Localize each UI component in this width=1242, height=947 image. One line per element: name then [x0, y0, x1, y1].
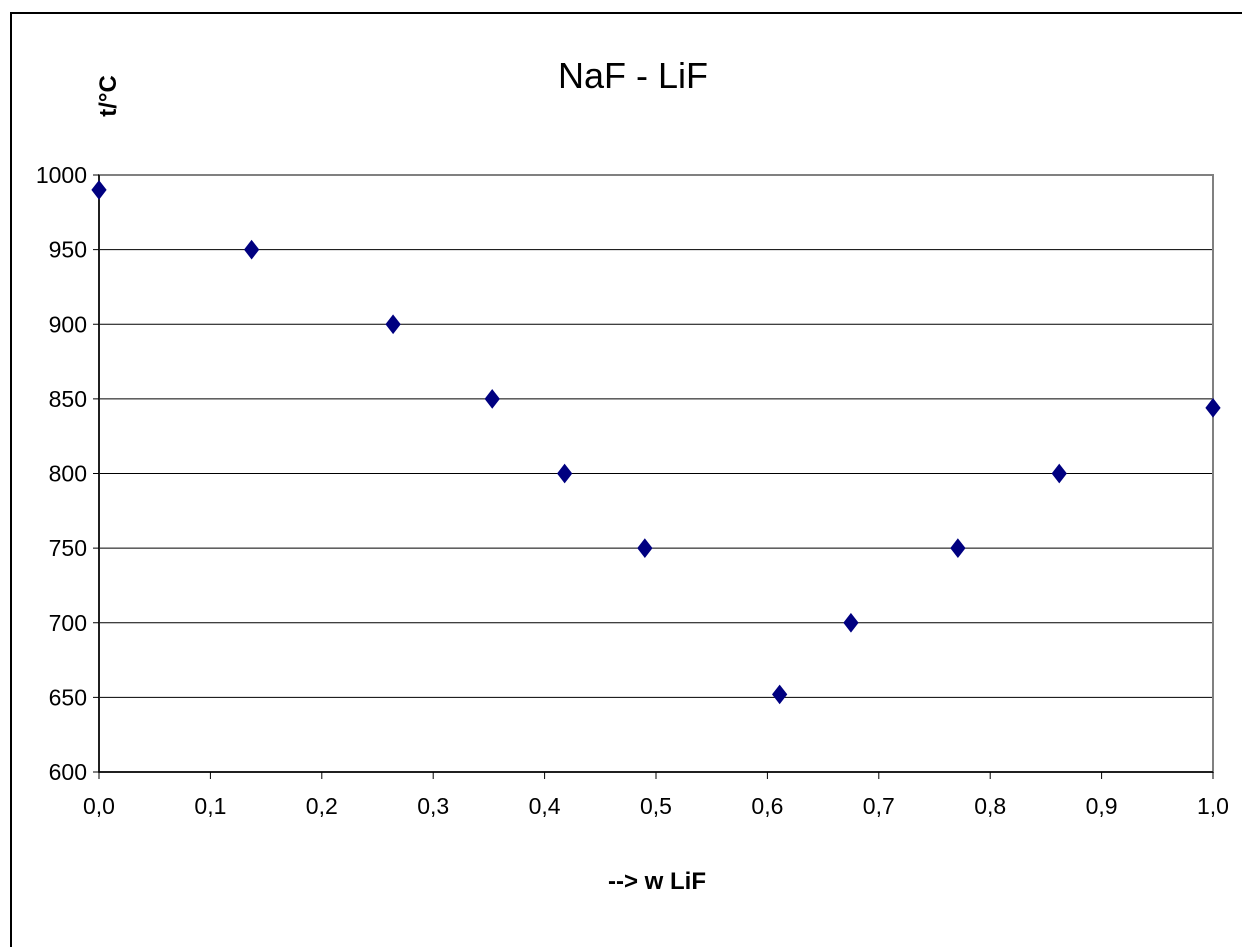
x-tick-label: 0,6 — [751, 793, 783, 819]
y-tick-label: 700 — [49, 610, 87, 636]
x-tick-label: 0,3 — [417, 793, 449, 819]
axes — [93, 174, 1214, 779]
data-point — [1051, 463, 1067, 484]
data-point — [91, 180, 107, 200]
y-tick-label: 800 — [49, 461, 87, 487]
y-tick-label: 850 — [49, 386, 87, 412]
y-tick-label: 650 — [49, 684, 87, 710]
x-tick-label: 0,1 — [194, 793, 226, 819]
x-tick-label: 0,2 — [306, 793, 338, 819]
data-point — [1205, 398, 1221, 418]
x-tick-label: 0,0 — [83, 793, 115, 819]
chart-frame — [10, 12, 1242, 947]
x-axis-title: --> w LiF — [608, 868, 706, 895]
data-point — [950, 538, 966, 558]
data-point — [557, 463, 573, 484]
y-tick-label: 600 — [49, 759, 87, 785]
y-tick-label: 750 — [49, 535, 87, 561]
y-tick-label: 900 — [49, 311, 87, 337]
tick-labels: 600 650 700 750 800 850 900 950 1000 0,0 0,1 0,2 0,3… — [36, 162, 1229, 819]
chart-title: NaF - LiF — [558, 55, 708, 96]
y-tick-label: 1000 — [36, 162, 87, 188]
grid-lines — [99, 249, 1213, 698]
x-tick-label: 0,7 — [863, 793, 895, 819]
x-tick-label: 0,4 — [529, 793, 561, 819]
x-tick-label: 0,5 — [640, 793, 672, 819]
data-point — [637, 538, 653, 558]
data-point — [484, 389, 500, 409]
x-tick-label: 0,9 — [1086, 793, 1118, 819]
data-point — [843, 612, 859, 633]
data-point — [772, 684, 788, 705]
y-axis-title: t/°C — [95, 75, 122, 117]
data-point — [385, 314, 401, 335]
x-tick-label: 0,8 — [974, 793, 1006, 819]
data-point — [243, 239, 260, 260]
y-tick-label: 950 — [49, 237, 87, 263]
x-tick-label: 1,0 — [1197, 793, 1229, 819]
data-points — [91, 180, 1221, 705]
